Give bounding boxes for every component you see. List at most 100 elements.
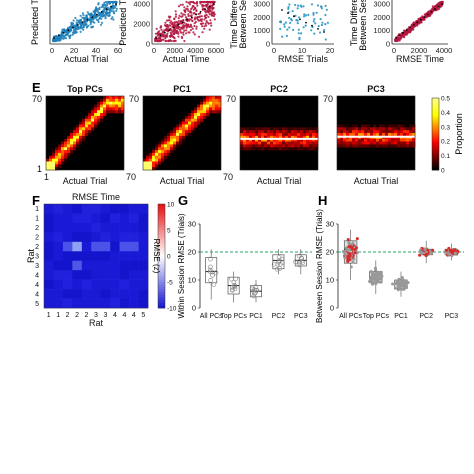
heatmap-cell (173, 133, 177, 137)
heatmap-cell (79, 135, 83, 139)
data-point (195, 27, 198, 30)
heatmap-cell (203, 98, 207, 102)
heatmap-cell (312, 130, 316, 134)
heatmap-cell (379, 141, 383, 145)
heatmap-cell (403, 133, 407, 137)
heatmap-cell (300, 138, 304, 142)
data-point (210, 13, 213, 16)
heatmap-cell (309, 130, 313, 134)
data-point (71, 33, 74, 36)
data-point (180, 26, 183, 30)
heatmap-cell (109, 104, 113, 108)
heatmap-cell (406, 141, 410, 145)
heatmap-cell (267, 127, 271, 131)
x-tick-label: 40 (92, 46, 100, 55)
heatmap-cell (376, 127, 380, 131)
data-point (299, 255, 304, 261)
data-point (182, 33, 185, 36)
data-point (110, 17, 113, 20)
colorbar-step (158, 302, 165, 306)
heatmap-cell (306, 130, 310, 134)
colorbar-step (432, 130, 439, 133)
heatmap-cell (52, 158, 56, 162)
data-point (63, 28, 66, 31)
heatmap-cell (315, 144, 319, 148)
heatmap-cell (409, 130, 413, 134)
heatmap-cell (337, 138, 341, 142)
data-point (449, 249, 453, 253)
heatmap-cell (82, 138, 86, 142)
heatmap-cell (176, 130, 180, 134)
heatmap-cell (88, 124, 92, 128)
heatmap-cell (115, 101, 119, 105)
data-point (104, 15, 107, 18)
colorbar-step (432, 99, 439, 102)
heatmap-cell (282, 141, 286, 145)
colorbar-step (432, 107, 439, 110)
data-point (170, 39, 173, 43)
heatmap-cell (261, 144, 265, 148)
heatmap-cell (182, 121, 186, 125)
heatmap-cell (79, 138, 83, 142)
matrix-cell (119, 270, 130, 280)
data-point (346, 254, 350, 258)
data-point (343, 256, 347, 260)
matrix-cell (91, 298, 102, 309)
y-tick-label: 2000 (373, 13, 390, 22)
data-point (232, 284, 238, 290)
heatmap-cell (246, 138, 250, 142)
data-point (351, 241, 355, 245)
heatmap-cell (55, 150, 59, 154)
matrix-cell (100, 222, 111, 233)
heatmap-cell (412, 141, 416, 145)
heatmap-cell (376, 130, 380, 134)
heatmap-cell (279, 141, 283, 145)
matrix-cell (44, 260, 54, 271)
heatmap-cell (206, 110, 210, 114)
y-tick-label: 30 (188, 220, 196, 229)
matrix-cell (91, 241, 102, 252)
heatmap-cell (267, 133, 271, 137)
heatmap-cell (61, 147, 65, 151)
heatmap-cell (158, 152, 162, 157)
data-point (421, 17, 424, 20)
trend-line-dot (395, 37, 397, 39)
heatmap-cell (167, 133, 171, 137)
x-tick-label: 2000 (411, 46, 428, 55)
heatmap-cell (61, 152, 65, 157)
matrix-cell (138, 232, 149, 243)
heatmap-cell (158, 158, 162, 162)
heatmap-cell (394, 124, 398, 128)
heatmap-cell (118, 98, 122, 102)
heatmap-cell (55, 164, 59, 168)
data-point (200, 15, 203, 18)
colorbar-step (158, 253, 165, 257)
data-point (312, 13, 315, 16)
y-tick-label: 3000 (373, 0, 390, 9)
heatmap-cell (261, 141, 265, 145)
trend-line-dot (164, 31, 166, 34)
heatmap-cell (288, 133, 292, 137)
data-point (68, 35, 71, 39)
x-tick-label: 1 (44, 172, 49, 182)
data-point (302, 26, 305, 29)
colorbar-step (158, 258, 165, 262)
data-point (203, 0, 206, 4)
heatmap-cell (409, 138, 413, 142)
heatmap-cell (373, 133, 377, 137)
heatmap-cell (85, 118, 89, 122)
matrix-cell (81, 270, 92, 280)
heatmap-cell (115, 104, 119, 108)
heatmap-cell (264, 127, 268, 131)
heatmap-cell (352, 127, 356, 131)
y-tick-label: 70 (129, 94, 139, 104)
data-point (85, 20, 88, 23)
colorbar-step (158, 300, 165, 304)
heatmap-cell (200, 104, 204, 108)
data-point (165, 39, 168, 43)
y-tick-label: 3000 (253, 0, 270, 9)
data-point (271, 261, 277, 267)
heatmap-cell (218, 110, 222, 114)
